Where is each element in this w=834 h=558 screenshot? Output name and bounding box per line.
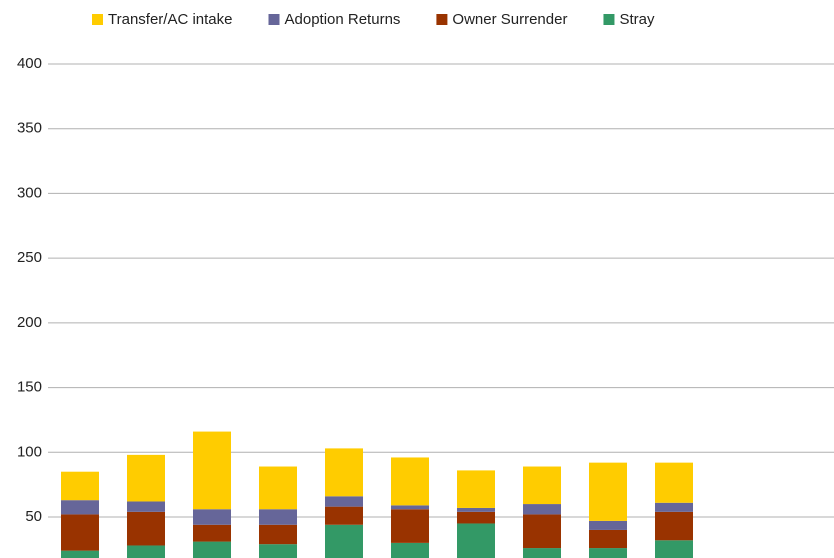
bar-segment: [259, 524, 297, 545]
bar-segment: [589, 548, 627, 558]
y-tick-label: 200: [17, 314, 42, 331]
bar-segment: [193, 431, 231, 510]
y-tick-label: 300: [17, 184, 42, 201]
y-tick-label: 150: [17, 379, 42, 396]
bar-segment: [655, 462, 693, 503]
bar-segment: [325, 524, 363, 558]
bar-segment: [259, 466, 297, 510]
legend-label: Stray: [619, 11, 655, 28]
bar-segment: [523, 504, 561, 515]
legend-swatch: [436, 14, 448, 25]
bar-segment: [61, 550, 99, 558]
bar-segment: [391, 509, 429, 543]
bar-segment: [193, 524, 231, 542]
bar-segment: [193, 509, 231, 525]
bar-segment: [391, 457, 429, 506]
bar-segment: [259, 544, 297, 558]
bar-segment: [655, 502, 693, 512]
bar-segment: [61, 514, 99, 551]
bar-segment: [127, 511, 165, 546]
bar-segment: [523, 548, 561, 558]
bar-segment: [457, 523, 495, 558]
bar-segment: [61, 471, 99, 501]
bar-segment: [589, 529, 627, 549]
bar-segment: [391, 542, 429, 558]
legend-swatch: [603, 14, 615, 25]
bar-segment: [127, 454, 165, 502]
legend-label: Owner Surrender: [452, 11, 567, 28]
bar-segment: [127, 545, 165, 558]
y-tick-label: 250: [17, 249, 42, 266]
y-tick-label: 400: [17, 55, 42, 72]
bar-segment: [457, 470, 495, 508]
bar-segment: [457, 511, 495, 524]
legend-label: Transfer/AC intake: [108, 11, 233, 28]
bar-segment: [655, 540, 693, 558]
legend-swatch: [268, 14, 280, 25]
bar-segment: [325, 496, 363, 507]
bar-segment: [523, 466, 561, 505]
bar-segment: [655, 511, 693, 541]
y-tick-label: 350: [17, 120, 42, 137]
bar-segment: [589, 462, 627, 521]
y-tick-label: 100: [17, 443, 42, 460]
bar-segment: [457, 507, 495, 512]
bar-segment: [589, 520, 627, 530]
legend-label: Adoption Returns: [285, 11, 401, 28]
y-tick-label: 50: [25, 508, 42, 525]
bar-segment: [259, 509, 297, 525]
bar-segment: [193, 541, 231, 558]
bar-segment: [523, 514, 561, 549]
bar-segment: [325, 506, 363, 525]
bar-segment: [391, 505, 429, 510]
bar-segment: [325, 448, 363, 497]
legend-swatch: [92, 14, 103, 25]
bar-segment: [127, 501, 165, 512]
bar-segment: [61, 500, 99, 515]
